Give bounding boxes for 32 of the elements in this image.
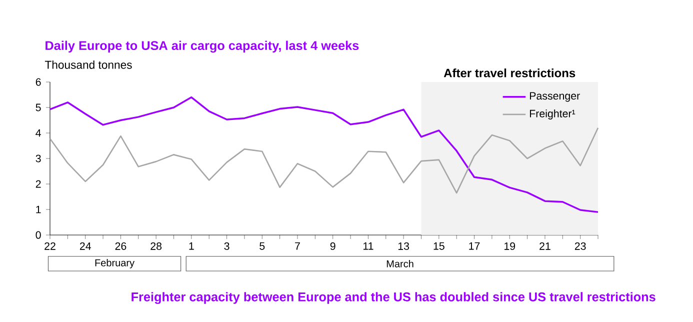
x-tick-label: 23 <box>574 242 586 250</box>
line-series <box>49 127 599 194</box>
legend-label: Freighter¹ <box>530 110 576 120</box>
x-tick-label: 11 <box>363 242 374 250</box>
x-tick-label: 7 <box>295 242 300 250</box>
x-tick-label: 22 <box>44 242 56 250</box>
y-tick-label: 3 <box>36 154 41 162</box>
y-tick-label: 6 <box>36 78 41 86</box>
x-tick-label: 3 <box>224 242 230 250</box>
y-tick-label: 0 <box>36 231 41 239</box>
chart-title: Daily Europe to USA air cargo capacity, last 4 weeks <box>46 40 359 53</box>
x-tick-label: 17 <box>469 242 480 250</box>
x-tick-label: 9 <box>330 242 336 250</box>
y-tick-label: 2 <box>36 180 41 188</box>
y-tick-label: 5 <box>36 104 41 112</box>
y-tick-label: 4 <box>36 129 41 137</box>
x-tick-label: 15 <box>434 242 444 250</box>
text: February <box>95 259 135 268</box>
legend-label: Passenger <box>530 92 580 102</box>
text: After travel restrictions <box>444 68 576 78</box>
text: March <box>386 260 414 268</box>
x-tick-label: 19 <box>504 242 516 250</box>
x-tick-label: 21 <box>540 242 550 250</box>
text: Freighter capacity between Europe and the US has doubled since US travel restrictions <box>132 292 656 304</box>
x-tick-label: 24 <box>80 242 91 250</box>
x-tick-label: 26 <box>115 242 126 250</box>
x-tick-label: 1 <box>189 242 194 250</box>
y-axis-title: Thousand tonnes <box>44 60 132 69</box>
x-tick-label: 28 <box>150 242 162 250</box>
y-tick-label: 1 <box>36 206 41 214</box>
x-tick-label: 5 <box>260 242 265 250</box>
x-tick-label: 13 <box>398 242 410 250</box>
